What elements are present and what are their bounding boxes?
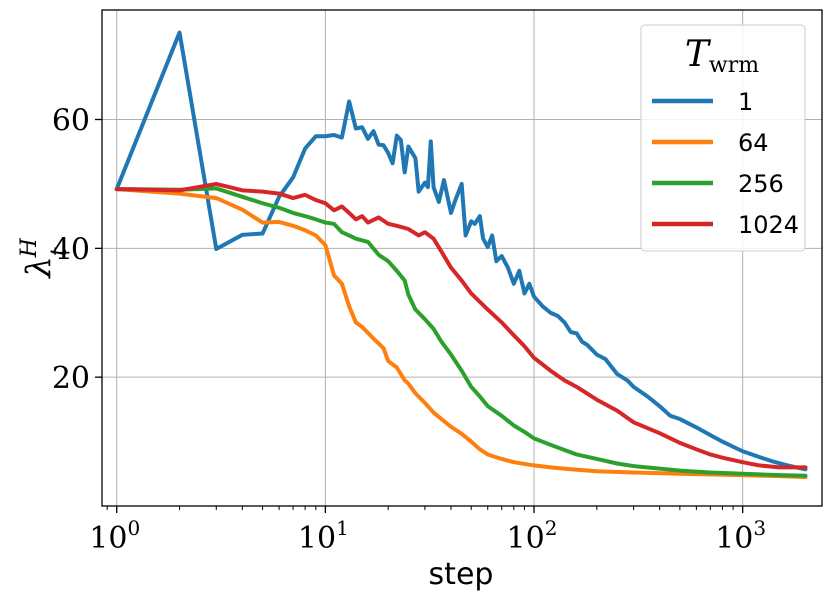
- legend-label-1024: 1024: [738, 211, 799, 239]
- y-axis-title-subscript: t: [47, 247, 72, 256]
- x-tick-label: 103: [715, 516, 766, 556]
- plot-frame: [101, 9, 823, 507]
- y-axis-title-superscript: H: [17, 237, 42, 258]
- series-line-64: [114, 187, 808, 480]
- legend-label-64: 64: [738, 129, 769, 157]
- svg-text:λtH: λtH: [17, 237, 72, 279]
- y-axis-title: λtH: [17, 237, 72, 279]
- y-axis-title-symbol: λ: [19, 256, 59, 280]
- legend-entries: 1 64 256 1024: [652, 88, 799, 239]
- x-tick-label: 101: [298, 516, 349, 556]
- series-line-256: [114, 186, 808, 478]
- legend: Twrm 1 64 256 1024: [640, 24, 806, 252]
- x-axis-title: step: [429, 557, 494, 592]
- legend-title-symbol: T: [685, 34, 712, 75]
- y-tick-label: 60: [52, 104, 90, 139]
- legend-title: Twrm: [685, 34, 759, 78]
- legend-label-1: 1: [738, 88, 753, 116]
- series-group: [114, 30, 808, 480]
- y-tick-label: 40: [52, 232, 90, 267]
- legend-box: [640, 24, 806, 252]
- ticks: 100 101 102 103 20 40 60: [52, 104, 766, 556]
- series-line-1024: [114, 181, 808, 470]
- legend-label-256: 256: [738, 170, 784, 198]
- x-tick-label: 102: [507, 516, 558, 556]
- x-tick-label: 100: [89, 516, 140, 556]
- series-line-1: [114, 30, 808, 472]
- legend-title-subscript: wrm: [709, 53, 759, 78]
- y-tick-label: 20: [52, 361, 90, 396]
